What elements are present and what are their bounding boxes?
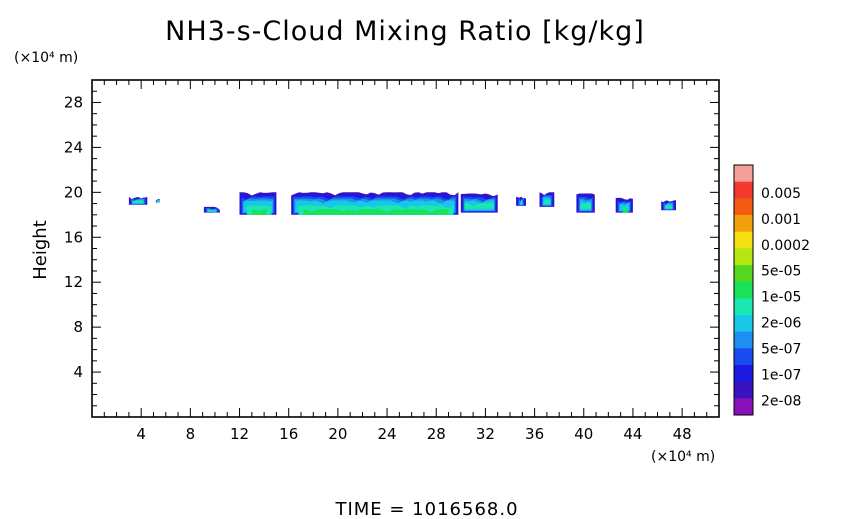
cloud-layer — [464, 203, 494, 209]
colorbar-swatch — [734, 198, 753, 216]
cloud-layer — [664, 205, 673, 209]
cloud-layer — [303, 209, 449, 215]
colorbar-swatch — [734, 231, 753, 249]
y-tick-label: 12 — [64, 273, 83, 291]
y-tick-label: 16 — [64, 228, 83, 246]
x-tick-label: 40 — [574, 425, 593, 443]
plot-frame — [91, 79, 720, 418]
x-tick-label: 8 — [186, 425, 196, 443]
x-tick-label: 20 — [328, 425, 347, 443]
colorbar-label: 0.0002 — [761, 238, 810, 254]
y-tick-label: 8 — [73, 318, 83, 336]
colorbar-label: 0.005 — [761, 186, 801, 202]
colorbar-label: 5e-05 — [761, 264, 801, 280]
colorbar-label: 5e-07 — [761, 341, 801, 357]
cloud-layer — [207, 209, 217, 213]
colorbar-label: 0.001 — [761, 212, 801, 228]
colorbar-swatch — [734, 365, 753, 383]
colorbar-label: 2e-06 — [761, 316, 801, 332]
colorbar-swatch — [734, 265, 753, 283]
cloud-layer — [251, 209, 267, 215]
y-axis-label: Height — [30, 220, 51, 280]
colorbar-swatch — [734, 398, 753, 416]
cloud-layer — [155, 200, 160, 204]
colorbar-swatch — [734, 181, 753, 199]
cloud-layer — [580, 203, 592, 209]
colorbar-swatch — [734, 381, 753, 399]
colorbar-swatch — [734, 315, 753, 333]
colorbar-swatch — [734, 165, 753, 183]
cloud-layer — [519, 201, 523, 205]
y-tick-label: 28 — [64, 93, 83, 111]
colorbar-label: 1e-05 — [761, 290, 801, 306]
x-tick-label: 4 — [136, 425, 146, 443]
x-tick-label: 24 — [378, 425, 397, 443]
x-tick-label: 12 — [230, 425, 249, 443]
cloud-layer — [623, 208, 628, 213]
y-tick-label: 20 — [64, 183, 83, 201]
x-tick-label: 28 — [427, 425, 446, 443]
colorbar-swatch — [734, 298, 753, 316]
colorbar-swatch — [734, 331, 753, 349]
x-axis-unit: (×10⁴ m) — [651, 449, 715, 465]
time-footer: TIME = 1016568.0 — [334, 499, 518, 519]
colorbar-label: 1e-07 — [761, 367, 801, 383]
colorbar-swatch — [734, 248, 753, 266]
x-tick-label: 32 — [476, 425, 495, 443]
x-axis: 4 8 12 16 20 24 28 32 36 40 44 48 — [103, 80, 708, 443]
colorbar-label: 2e-08 — [761, 393, 801, 409]
y-tick-label: 4 — [73, 363, 83, 381]
x-tick-label: 36 — [525, 425, 544, 443]
cloud-layer — [543, 199, 551, 204]
cloud-field — [128, 192, 676, 215]
x-tick-label: 44 — [623, 425, 642, 443]
y-axis-unit: (×10⁴ m) — [14, 50, 78, 66]
chart-title: NH3-s-Cloud Mixing Ratio [kg/kg] — [165, 16, 645, 47]
x-tick-label: 48 — [673, 425, 692, 443]
colorbar-swatch — [734, 281, 753, 299]
x-tick-label: 16 — [279, 425, 298, 443]
cloud-layer — [132, 200, 144, 204]
colorbar-swatch — [734, 215, 753, 233]
y-axis: 4 8 12 16 20 24 28 — [64, 90, 719, 407]
colorbar-frame — [733, 164, 754, 416]
colorbar: 0.005 0.001 0.0002 5e-05 1e-05 2e-06 5e-07 1e-0… — [733, 164, 810, 416]
colorbar-swatch — [734, 348, 753, 366]
y-tick-label: 24 — [64, 138, 83, 156]
